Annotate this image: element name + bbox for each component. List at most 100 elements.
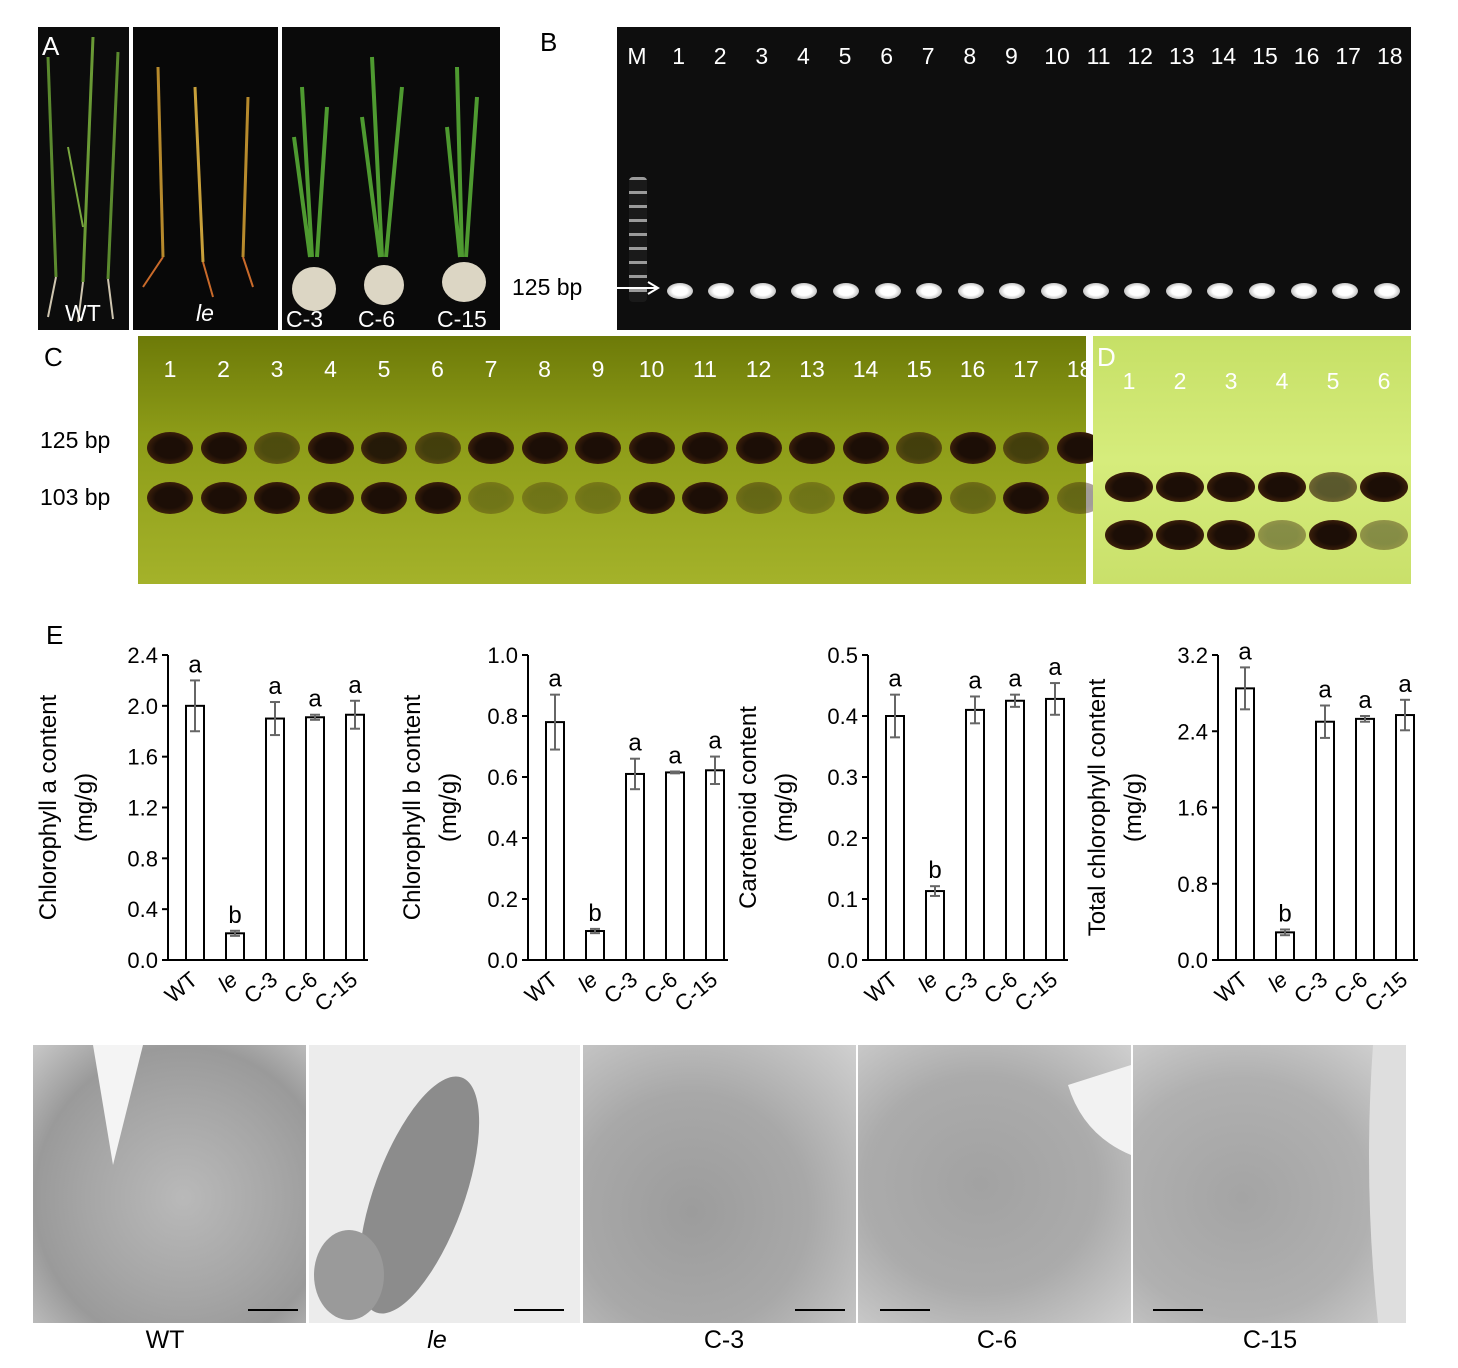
gel-lower-band: [628, 482, 675, 514]
gel-b-lane-label: 3: [755, 43, 769, 69]
y-tick-label: 0.0: [827, 948, 858, 973]
y-tick-label: 0.0: [1177, 948, 1208, 973]
y-tick-label: 0.8: [487, 704, 518, 729]
gel-lower-band: [575, 482, 621, 514]
panel-b-letter: B: [540, 27, 558, 57]
gel-lane-label: 2: [1173, 368, 1187, 394]
gel-lower-band: [254, 482, 300, 514]
gel-lower-band: [1105, 520, 1153, 550]
panel-e-letter: E: [46, 620, 64, 650]
gel-upper-band: [1156, 472, 1204, 502]
y-axis-label: Carotenoid content: [735, 706, 762, 909]
x-category-label: C-3: [939, 967, 982, 1009]
y-tick-label: 2.4: [1177, 719, 1208, 744]
x-category-label: C-15: [1010, 967, 1063, 1017]
y-axis-label: Total chlorophyll content: [1084, 678, 1111, 936]
bar: [925, 890, 945, 962]
panel-a-label-le: le: [196, 300, 214, 326]
panel-a-label-wt: WT: [65, 300, 101, 326]
gel-b-band: [1082, 283, 1109, 299]
gel-upper-band: [842, 432, 889, 464]
gel-lower-band: [307, 482, 354, 514]
bar: [1235, 687, 1255, 961]
gel-b-lane-label: 6: [880, 43, 893, 69]
x-category-label: WT: [520, 967, 562, 1008]
gel-b-lane-label: M: [627, 43, 647, 69]
x-category-label: le: [913, 967, 942, 997]
gel-upper-band: [1207, 472, 1255, 502]
gel-lane-label: 4: [1275, 368, 1289, 394]
x-category-label: WT: [1210, 967, 1252, 1008]
y-tick-label: 0.5: [827, 643, 858, 668]
bar: [965, 708, 985, 962]
gel-b-lane-label: 17: [1335, 43, 1361, 69]
gel-lower-band: [1003, 482, 1049, 514]
y-tick-label: 0.3: [827, 765, 858, 790]
panel-a-le-photo: [133, 27, 278, 330]
significance-letter: a: [348, 672, 362, 699]
gel-b-band: [874, 283, 901, 299]
gel-lane-label: 9: [591, 356, 605, 382]
gel-lane-label: 1: [1122, 368, 1136, 394]
x-category-label: WT: [860, 967, 902, 1008]
y-tick-label: 0.6: [487, 765, 518, 790]
gel-upper-band: [361, 432, 407, 464]
panel-a-label-c3: C-3: [286, 306, 324, 332]
gel-b-lane-label: 18: [1377, 43, 1403, 69]
significance-letter: a: [1048, 654, 1062, 681]
tem-image-le: [309, 1045, 580, 1323]
gel-lane-label: 10: [638, 356, 665, 382]
gel-b-lane-label: 2: [713, 43, 727, 69]
gel-lane-label: 14: [852, 356, 879, 382]
x-category-label: le: [1263, 967, 1292, 997]
gel-lane-label: 8: [538, 356, 551, 382]
gel-b-lane-label: 16: [1293, 43, 1320, 69]
gel-b-marker-band: [629, 177, 647, 302]
gel-lower-band: [735, 482, 782, 514]
bar: [305, 716, 325, 962]
y-tick-label: 3.2: [1177, 643, 1208, 668]
y-axis-label-unit: (mg/g): [1120, 773, 1147, 842]
y-axis-label: Chlorophyll b content: [399, 694, 426, 920]
gel-upper-band: [414, 432, 461, 464]
gel-lane-label: 18: [1066, 356, 1093, 382]
gel-upper-band: [307, 432, 354, 464]
gel-upper-band: [1003, 432, 1049, 464]
y-tick-label: 0.4: [127, 897, 158, 922]
significance-letter: a: [188, 651, 202, 678]
gel-lane-label: 13: [799, 356, 825, 382]
gel-b-band: [1332, 283, 1359, 299]
tem-image-c3: [583, 1045, 856, 1323]
panel-e-bar-charts: 0.0 0.4 0.8 1.2 1.6 2.0 2.4 Chlorophyll a conte…: [35, 638, 1418, 1017]
gel-lower-band: [200, 482, 247, 514]
x-category-label: C-15: [310, 967, 363, 1017]
bar: [1005, 699, 1025, 961]
gel-b-band: [749, 283, 776, 299]
bar: [665, 771, 685, 961]
gel-upper-band: [521, 432, 568, 464]
gel-lower-band: [414, 482, 461, 514]
bar: [705, 769, 725, 961]
tem-image-c15: [1133, 1045, 1406, 1323]
gel-lane-label: 15: [906, 356, 932, 382]
gel-upper-band: [1258, 472, 1306, 502]
gel-upper-band: [1360, 472, 1408, 502]
gel-upper-band: [628, 432, 675, 464]
x-category-label: C-3: [239, 967, 282, 1009]
gel-lane-label: 11: [693, 356, 717, 382]
significance-letter: b: [228, 902, 241, 929]
tem-caption-le: le: [427, 1326, 447, 1354]
complemented-seedlings-illustration: [292, 56, 486, 311]
gel-b-band: [999, 283, 1026, 299]
bar: [1355, 717, 1375, 961]
gel-lane-label: 12: [745, 356, 772, 382]
gel-b-lane-label: 1: [672, 43, 685, 69]
gel-lane-label: 4: [324, 356, 337, 382]
gel-lane-label: 16: [959, 356, 986, 382]
gel-lower-band: [361, 482, 407, 514]
gel-b-lane-label: 5: [838, 43, 852, 69]
gel-b-band: [1249, 283, 1275, 299]
gel-b-lane-label: 13: [1169, 43, 1195, 69]
marker-arrow-icon: [604, 281, 660, 295]
gel-lower-band: [789, 482, 835, 514]
